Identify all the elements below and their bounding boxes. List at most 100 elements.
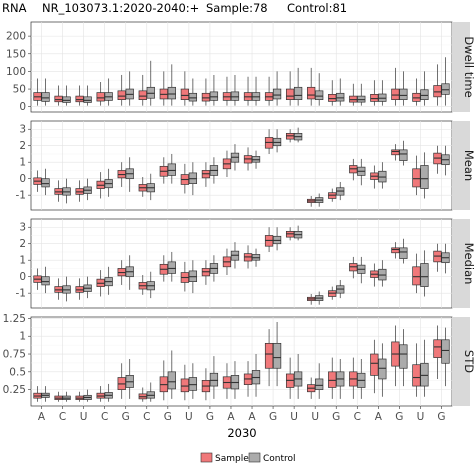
box-sample	[349, 158, 358, 181]
box-body	[54, 95, 63, 103]
box-body	[209, 372, 219, 387]
box-control	[315, 193, 324, 207]
facet-strip-label: Mean	[462, 150, 474, 181]
panel-background	[30, 218, 453, 309]
title-rna: RNA	[2, 1, 27, 15]
box-sample	[370, 165, 379, 189]
x-tick-label: C	[354, 411, 361, 423]
y-tick-label: 0	[19, 173, 26, 185]
box-sample	[138, 387, 147, 402]
box-body	[83, 96, 92, 103]
box-control	[209, 157, 219, 184]
box-control	[104, 168, 113, 197]
box-control	[167, 350, 176, 399]
box-sample	[75, 391, 84, 402]
facet-strip-label: Dwell time	[462, 36, 474, 97]
box-control	[230, 144, 240, 171]
box-body	[328, 94, 337, 102]
box-control	[357, 83, 366, 106]
box-control	[146, 60, 155, 106]
facet-strip	[452, 22, 470, 112]
box-control	[146, 173, 155, 201]
box-control	[41, 168, 50, 196]
legend-label-control: Control	[263, 454, 296, 464]
box-sample	[285, 357, 295, 399]
box-sample	[285, 227, 295, 241]
box-body	[420, 263, 429, 287]
box-sample	[264, 129, 274, 154]
box-sample	[75, 180, 84, 202]
box-sample	[201, 260, 211, 285]
y-tick-label: 1.25	[3, 313, 26, 325]
box-control	[315, 363, 324, 399]
box-sample	[159, 71, 168, 106]
box-control	[399, 140, 408, 166]
box-control	[146, 271, 155, 299]
y-tick-label: 1	[19, 331, 26, 343]
box-body	[209, 91, 219, 101]
box-control	[399, 238, 408, 264]
box-body	[391, 247, 400, 254]
box-sample	[180, 71, 190, 106]
legend: Sample Control	[200, 452, 296, 464]
y-tick-label: -1	[16, 190, 26, 202]
box-sample	[433, 145, 442, 174]
box-sample	[391, 242, 400, 259]
box-sample	[180, 261, 190, 292]
box-sample	[307, 293, 316, 305]
box-sample	[222, 76, 232, 106]
x-tick-label: A	[375, 411, 383, 423]
box-body	[188, 92, 198, 102]
box-body	[293, 86, 303, 100]
box-sample	[285, 71, 295, 106]
box-body	[264, 342, 274, 369]
box-sample	[33, 78, 42, 106]
box-control	[83, 178, 92, 201]
box-control	[188, 78, 198, 106]
box-body	[188, 377, 198, 391]
box-sample	[222, 363, 232, 399]
box-sample	[96, 172, 105, 199]
box-sample	[96, 82, 105, 106]
box-sample	[159, 360, 168, 401]
x-tick-label: U	[185, 411, 193, 423]
box-sample	[243, 147, 253, 171]
y-tick-label: -1	[16, 288, 26, 300]
box-body	[180, 378, 190, 393]
box-control	[336, 279, 345, 299]
box-sample	[349, 357, 358, 399]
box-sample	[243, 245, 253, 269]
box-control	[83, 85, 92, 106]
box-control	[399, 71, 408, 106]
box-control	[104, 266, 113, 295]
box-sample	[159, 157, 168, 184]
box-body	[399, 344, 408, 369]
box-control	[41, 266, 50, 294]
box-body	[328, 371, 337, 388]
title-control-count: Control:81	[287, 1, 347, 15]
box-sample	[222, 150, 232, 178]
box-sample	[201, 162, 211, 187]
box-sample	[370, 339, 379, 394]
box-control	[251, 354, 261, 397]
box-sample	[54, 180, 63, 202]
box-sample	[391, 144, 400, 161]
box-body	[441, 83, 450, 95]
box-control	[125, 71, 134, 106]
box-sample	[159, 255, 168, 282]
box-sample	[96, 270, 105, 297]
box-body	[399, 88, 408, 100]
box-control	[125, 157, 134, 192]
box-body	[420, 165, 429, 189]
box-body	[412, 364, 421, 387]
box-sample	[117, 363, 126, 399]
box-body	[433, 85, 442, 98]
panel-median: -1 0 1 2 3 Median	[16, 218, 474, 309]
box-sample	[117, 162, 126, 187]
box-control	[251, 150, 261, 169]
box-body	[272, 342, 282, 369]
box-body	[315, 90, 324, 100]
box-sample	[412, 253, 421, 294]
